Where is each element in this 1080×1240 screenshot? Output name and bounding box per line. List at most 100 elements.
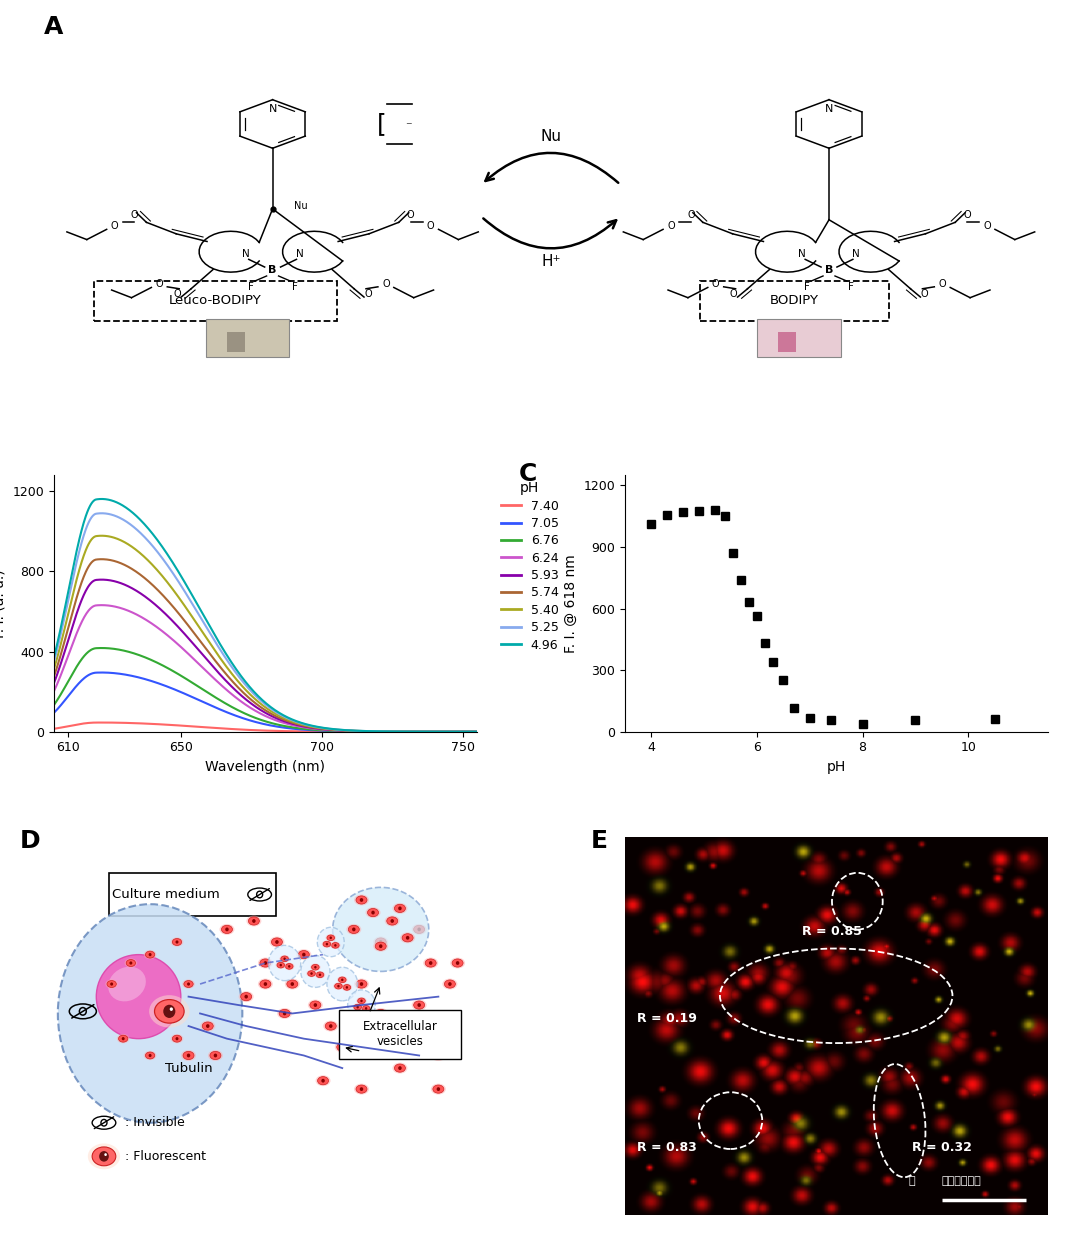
Circle shape <box>283 1012 286 1016</box>
Ellipse shape <box>208 1050 222 1061</box>
Ellipse shape <box>325 934 336 941</box>
Ellipse shape <box>394 1034 405 1043</box>
Circle shape <box>360 982 363 986</box>
Circle shape <box>356 1006 359 1008</box>
Circle shape <box>288 965 291 967</box>
Text: O: O <box>131 210 138 219</box>
Ellipse shape <box>341 983 352 991</box>
Ellipse shape <box>411 999 427 1011</box>
Ellipse shape <box>349 925 360 934</box>
Ellipse shape <box>258 978 273 990</box>
Text: N: N <box>825 104 833 114</box>
Ellipse shape <box>356 997 367 1004</box>
Ellipse shape <box>124 959 137 967</box>
Text: N: N <box>296 249 303 259</box>
Ellipse shape <box>394 904 405 913</box>
Ellipse shape <box>356 980 367 988</box>
Ellipse shape <box>117 1034 130 1043</box>
Circle shape <box>399 906 402 910</box>
Ellipse shape <box>361 1004 372 1012</box>
Text: O: O <box>920 289 928 299</box>
Ellipse shape <box>354 1004 362 1011</box>
Ellipse shape <box>325 1022 336 1030</box>
Text: H⁺: H⁺ <box>541 254 561 269</box>
Ellipse shape <box>375 937 387 946</box>
Ellipse shape <box>394 1064 405 1073</box>
Text: 纳米药物前沿: 纳米药物前沿 <box>942 1177 982 1187</box>
Ellipse shape <box>184 981 193 987</box>
Ellipse shape <box>200 1021 215 1032</box>
Circle shape <box>327 967 357 1001</box>
Ellipse shape <box>278 1008 292 1019</box>
Ellipse shape <box>402 934 414 942</box>
Text: F: F <box>805 283 810 293</box>
Text: : Fluorescent: : Fluorescent <box>125 1149 206 1163</box>
Ellipse shape <box>126 960 135 966</box>
Ellipse shape <box>311 965 320 970</box>
Text: B: B <box>825 264 833 274</box>
Circle shape <box>352 928 355 931</box>
Text: O: O <box>983 221 990 231</box>
Ellipse shape <box>357 998 365 1003</box>
Ellipse shape <box>374 1008 388 1019</box>
FancyArrowPatch shape <box>485 153 618 182</box>
Circle shape <box>406 936 409 940</box>
FancyBboxPatch shape <box>779 331 796 352</box>
Ellipse shape <box>323 1021 338 1032</box>
Text: BODIPY: BODIPY <box>770 294 819 308</box>
Y-axis label: F. I. (a. u.): F. I. (a. u.) <box>0 569 6 637</box>
Ellipse shape <box>354 1084 369 1095</box>
Text: R = 0.85: R = 0.85 <box>802 925 862 937</box>
Ellipse shape <box>275 961 286 968</box>
Ellipse shape <box>414 1001 424 1009</box>
Text: C: C <box>519 463 538 486</box>
Ellipse shape <box>337 1043 348 1052</box>
Circle shape <box>456 961 459 965</box>
Ellipse shape <box>387 916 397 925</box>
Circle shape <box>187 1054 190 1058</box>
Ellipse shape <box>154 999 184 1023</box>
Ellipse shape <box>332 942 339 949</box>
Text: Culture medium: Culture medium <box>111 888 219 901</box>
Ellipse shape <box>354 894 369 905</box>
Circle shape <box>360 1087 363 1091</box>
Ellipse shape <box>414 925 424 934</box>
Ellipse shape <box>375 1009 387 1018</box>
Circle shape <box>365 1007 367 1009</box>
Legend: 7.40, 7.05, 6.76, 6.24, 5.93, 5.74, 5.40, 5.25, 4.96: 7.40, 7.05, 6.76, 6.24, 5.93, 5.74, 5.40… <box>496 476 564 656</box>
Circle shape <box>264 961 267 965</box>
Ellipse shape <box>144 950 157 960</box>
Text: O: O <box>963 210 971 219</box>
Circle shape <box>319 973 321 976</box>
Ellipse shape <box>146 1052 154 1059</box>
Circle shape <box>436 1087 441 1091</box>
Ellipse shape <box>316 972 324 977</box>
Ellipse shape <box>322 940 332 947</box>
Circle shape <box>300 956 330 987</box>
Ellipse shape <box>58 904 242 1122</box>
Ellipse shape <box>183 980 194 988</box>
Circle shape <box>163 1004 175 1018</box>
Text: D: D <box>21 830 41 853</box>
Y-axis label: F. I. @ 618 nm: F. I. @ 618 nm <box>564 554 578 652</box>
Circle shape <box>176 1037 178 1040</box>
Ellipse shape <box>453 959 463 967</box>
Circle shape <box>348 990 376 1021</box>
Text: N: N <box>269 104 276 114</box>
FancyBboxPatch shape <box>94 281 337 321</box>
Ellipse shape <box>248 916 259 925</box>
FancyBboxPatch shape <box>757 320 841 357</box>
Circle shape <box>379 945 382 949</box>
Ellipse shape <box>352 1003 363 1011</box>
Ellipse shape <box>374 941 388 951</box>
Circle shape <box>214 1054 217 1058</box>
Ellipse shape <box>239 991 254 1002</box>
Circle shape <box>226 928 229 931</box>
Ellipse shape <box>308 971 315 976</box>
Circle shape <box>361 999 363 1002</box>
Text: B: B <box>269 264 276 274</box>
FancyBboxPatch shape <box>227 331 245 352</box>
Ellipse shape <box>119 1035 127 1042</box>
Ellipse shape <box>333 888 429 971</box>
Circle shape <box>252 919 256 923</box>
